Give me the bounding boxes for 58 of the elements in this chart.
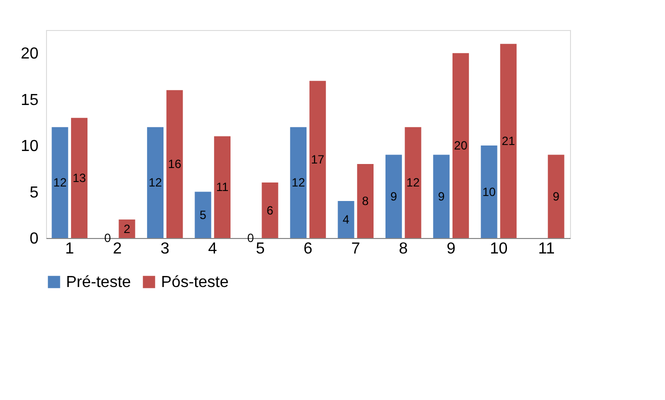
bar (166, 90, 183, 238)
legend-label: Pós-teste (161, 274, 229, 291)
y-tick-label: 5 (30, 184, 39, 202)
data-label: 9 (390, 189, 398, 204)
x-tick-label: 4 (208, 240, 218, 258)
data-label: 13 (72, 170, 86, 185)
x-tick-label: 3 (160, 240, 170, 258)
bar (404, 127, 422, 238)
data-label: 10 (482, 184, 496, 199)
data-label: 11 (216, 180, 229, 194)
bar (433, 154, 450, 238)
x-tick-label: 11 (538, 240, 555, 258)
bar (500, 44, 517, 238)
bar (548, 154, 564, 238)
x-tick-label: 7 (351, 240, 360, 258)
bar (147, 127, 164, 238)
data-label: 4 (342, 212, 350, 227)
data-label: 17 (310, 152, 325, 166)
data-label: 2 (124, 222, 131, 236)
data-label: 0 (247, 231, 254, 245)
data-label: 16 (168, 157, 182, 172)
y-tick-label: 10 (20, 138, 39, 156)
x-tick-label: 1 (65, 240, 74, 258)
x-tick-label: 10 (490, 240, 508, 258)
x-tick-label: 9 (446, 240, 456, 258)
data-label: 21 (502, 134, 516, 148)
data-label: 0 (104, 231, 112, 245)
bar (385, 154, 402, 238)
data-label: 12 (53, 176, 67, 190)
bar (52, 127, 68, 238)
y-tick-label: 0 (30, 230, 39, 248)
data-label: 12 (292, 176, 306, 190)
x-tick-label: 6 (304, 240, 313, 258)
bar (290, 127, 307, 238)
bar (71, 118, 88, 238)
data-label: 20 (454, 138, 468, 153)
data-label: 9 (552, 189, 560, 204)
data-label: 5 (200, 208, 207, 222)
bar (357, 164, 374, 238)
bar (194, 192, 212, 238)
bar (338, 201, 354, 238)
bar (214, 136, 231, 238)
bar (118, 220, 136, 238)
bar (480, 146, 498, 238)
data-label: 12 (148, 176, 162, 190)
x-tick-label: 5 (256, 240, 265, 258)
data-label: 12 (406, 176, 420, 190)
y-tick-label: 15 (20, 92, 39, 109)
x-tick-label: 2 (112, 240, 122, 258)
data-label: 9 (438, 189, 446, 204)
bar (262, 182, 278, 238)
data-label: 6 (266, 203, 274, 218)
bar (309, 80, 326, 238)
y-tick-label: 20 (20, 46, 39, 63)
data-label: 8 (362, 194, 369, 208)
x-tick-label: 8 (398, 240, 408, 258)
bar (452, 53, 469, 238)
legend-label: Pré-teste (66, 274, 132, 291)
